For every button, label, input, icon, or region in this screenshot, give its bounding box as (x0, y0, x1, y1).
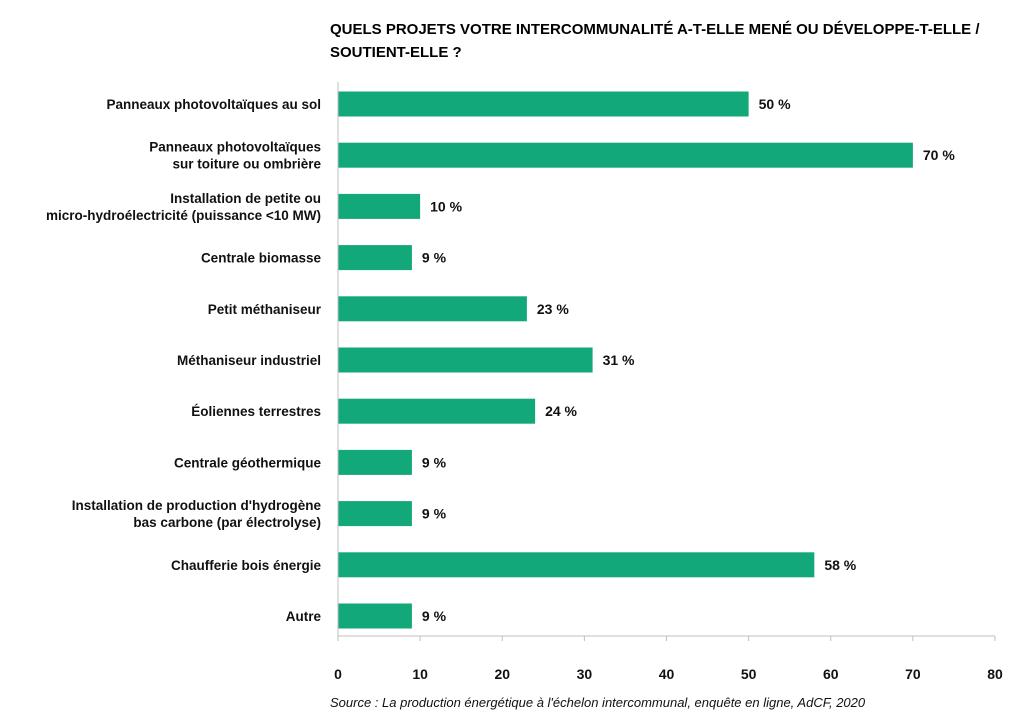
value-label-5: 31 % (603, 352, 635, 368)
category-label-0: Panneaux photovoltaïques au sol (106, 97, 321, 112)
x-tick-label-7: 70 (905, 666, 921, 682)
x-tick-label-0: 0 (334, 666, 342, 682)
bar-8 (338, 501, 412, 527)
category-labels: Panneaux photovoltaïques au sol Panneaux … (46, 97, 322, 624)
category-label-7: Centrale géothermique (174, 455, 322, 470)
bar-2 (338, 193, 421, 219)
x-tick-label-4: 40 (659, 666, 675, 682)
value-label-8: 9 % (422, 506, 447, 522)
category-label-10: Autre (286, 609, 322, 624)
bar-9 (338, 552, 815, 578)
bars (338, 91, 913, 629)
bar-0 (338, 91, 749, 117)
value-label-7: 9 % (422, 454, 447, 470)
value-labels: 50 % 70 % 10 % 9 % 23 % 31 % 24 % 9 % 9 % 58 % 9 % (422, 96, 955, 624)
value-label-10: 9 % (422, 608, 447, 624)
category-label-9: Chaufferie bois énergie (171, 558, 322, 573)
bar-6 (338, 398, 536, 424)
source-note: Source : La production énergétique à l'é… (330, 695, 866, 710)
x-tick-label-8: 80 (987, 666, 1003, 682)
x-tick-label-5: 50 (741, 666, 757, 682)
value-label-2: 10 % (430, 198, 462, 214)
value-label-0: 50 % (759, 96, 791, 112)
value-label-6: 24 % (545, 403, 577, 419)
bar-3 (338, 245, 412, 271)
x-tick-label-1: 10 (412, 666, 428, 682)
value-label-9: 58 % (824, 557, 856, 573)
bar-7 (338, 449, 412, 475)
category-label-6: Éoliennes terrestres (191, 404, 321, 419)
category-label-3: Centrale biomasse (201, 251, 322, 266)
category-label-1: Panneaux photovoltaïques sur toiture ou o… (149, 140, 321, 172)
x-tick-label-2: 20 (494, 666, 510, 682)
category-label-8: Installation de production d'hydrogène ba… (72, 498, 322, 530)
x-tick-label-3: 30 (577, 666, 593, 682)
value-label-3: 9 % (422, 250, 447, 266)
x-tick-label-6: 60 (823, 666, 839, 682)
value-label-4: 23 % (537, 301, 569, 317)
category-label-5: Méthaniseur industriel (177, 353, 321, 368)
bar-10 (338, 603, 412, 629)
bar-4 (338, 296, 527, 322)
category-label-4: Petit méthaniseur (208, 302, 322, 317)
bar-1 (338, 142, 913, 168)
x-axis-ticks: 0 10 20 30 40 50 60 70 80 (334, 636, 1003, 682)
category-label-2: Installation de petite ou micro-hydroélec… (46, 191, 321, 223)
chart-title: QUELS PROJETS VOTRE INTERCOMMUNALITÉ A-T… (330, 21, 980, 61)
bar-5 (338, 347, 593, 373)
value-label-1: 70 % (923, 147, 955, 163)
